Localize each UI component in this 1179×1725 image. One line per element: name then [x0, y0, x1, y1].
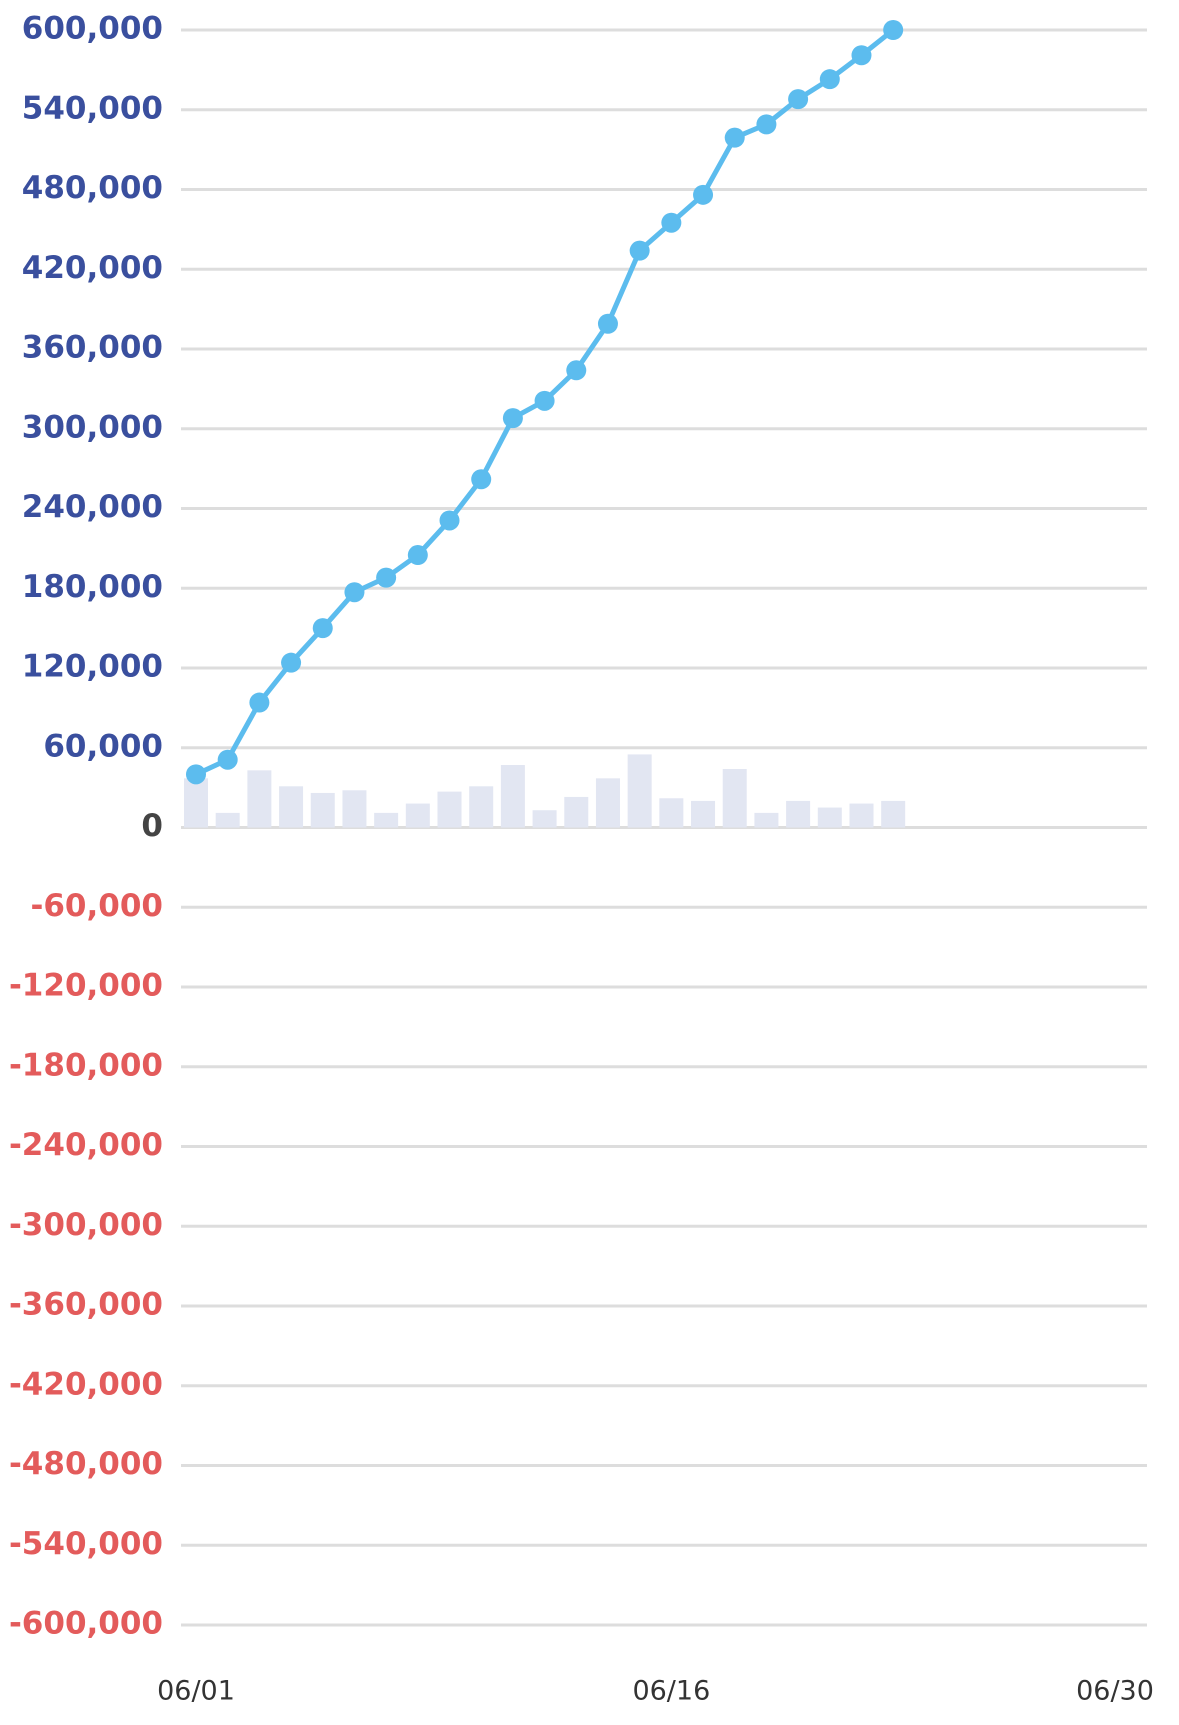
point	[471, 469, 492, 490]
point	[851, 45, 872, 66]
y-tick-label: -480,000	[9, 1446, 163, 1482]
bar	[215, 812, 240, 828]
y-tick-label: 420,000	[22, 250, 163, 286]
point	[819, 69, 840, 90]
point	[344, 582, 365, 603]
bar	[184, 778, 208, 828]
bar	[627, 754, 652, 828]
y-tick-label: -420,000	[9, 1366, 163, 1402]
bar	[881, 800, 906, 828]
y-tick-label: -300,000	[9, 1207, 163, 1243]
bar	[786, 800, 811, 828]
bar	[532, 810, 557, 828]
point	[883, 20, 904, 40]
bar	[437, 791, 462, 828]
y-tick-label: 480,000	[22, 170, 163, 206]
bar	[691, 800, 716, 828]
bar	[754, 812, 779, 828]
y-tick-label: 600,000	[22, 11, 163, 47]
point	[629, 240, 650, 261]
bar	[247, 770, 272, 828]
y-tick-label: 0	[141, 808, 163, 844]
x-tick-label: 06/01	[157, 1676, 235, 1707]
point	[788, 89, 809, 110]
bar	[595, 778, 620, 828]
bar	[849, 803, 874, 828]
bar	[279, 786, 304, 828]
point	[407, 545, 428, 566]
bar	[659, 798, 684, 828]
point	[756, 114, 777, 135]
point	[439, 510, 460, 531]
point	[217, 749, 238, 770]
bar	[469, 786, 494, 828]
x-tick-label: 06/30	[1076, 1676, 1154, 1707]
point	[566, 360, 587, 381]
y-tick-label: 540,000	[22, 90, 163, 126]
y-tick-label: -180,000	[9, 1047, 163, 1083]
bar	[564, 796, 589, 828]
point	[249, 692, 270, 713]
y-tick-label: 300,000	[22, 409, 163, 445]
point	[281, 652, 302, 673]
point	[312, 618, 333, 639]
point	[502, 408, 523, 429]
bar	[500, 765, 525, 828]
bar	[342, 790, 367, 828]
bar	[310, 792, 335, 828]
x-tick-label: 06/16	[632, 1676, 710, 1707]
y-tick-label: -600,000	[9, 1606, 163, 1642]
bar	[374, 812, 399, 828]
bar	[405, 803, 430, 828]
y-tick-label: 60,000	[43, 728, 163, 764]
y-tick-label: 180,000	[22, 569, 163, 605]
y-tick-label: -60,000	[31, 888, 164, 924]
point	[534, 390, 555, 411]
bar	[722, 769, 747, 828]
y-tick-label: -540,000	[9, 1526, 163, 1562]
y-tick-label: -240,000	[9, 1127, 163, 1163]
point	[597, 313, 618, 334]
point	[724, 127, 745, 148]
y-tick-label: 240,000	[22, 489, 163, 525]
y-tick-label: 120,000	[22, 649, 163, 685]
y-tick-label: -360,000	[9, 1287, 163, 1323]
point	[661, 212, 682, 233]
point	[693, 184, 714, 205]
y-tick-label: -120,000	[9, 968, 163, 1004]
y-tick-label: 360,000	[22, 330, 163, 366]
point	[376, 567, 397, 588]
point	[186, 764, 206, 785]
bar	[817, 807, 842, 828]
